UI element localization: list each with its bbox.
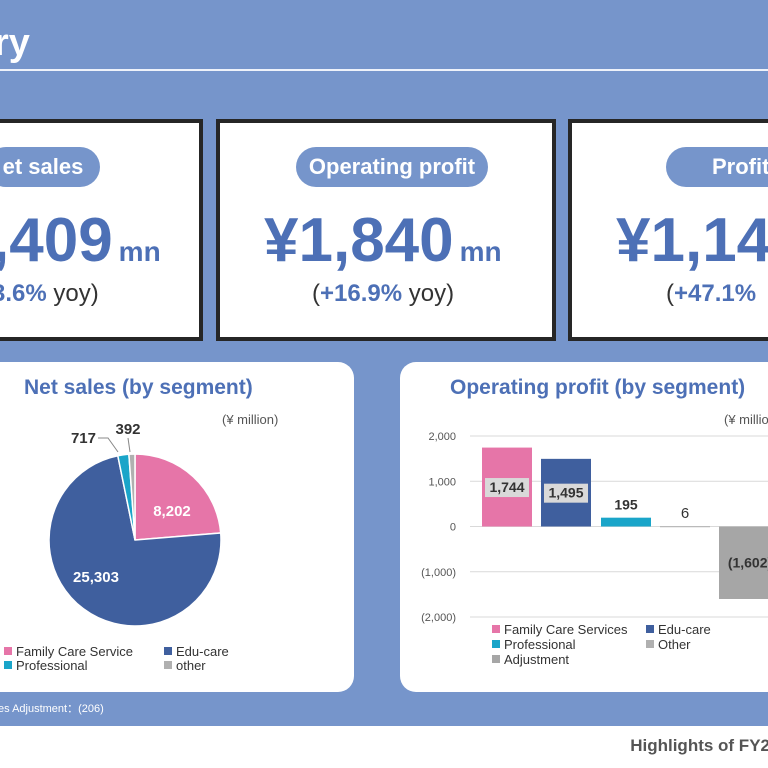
bar-label-bg [485, 478, 529, 498]
legend-swatch [492, 655, 500, 663]
kpi-value-net-sales: ,409 mn [0, 205, 161, 288]
kpi-value-number: ¥1,14 [616, 206, 768, 275]
pie-slice-edu-care [48, 454, 222, 627]
bar-label-family-care: 1,744 [489, 479, 524, 495]
net-sales-panel-title: Net sales (by segment) [24, 376, 253, 399]
pie-slice-other [128, 453, 136, 541]
kpi-value-profit: ¥1,14 [616, 205, 768, 277]
bar-label-other: 6 [681, 505, 689, 522]
legend-swatch [492, 625, 500, 633]
bar-label-bg [544, 483, 588, 503]
pie-legend-professional: Professional [4, 659, 88, 673]
bar-legend-edu-care: Edu-care [646, 623, 711, 637]
kpi-value-number: ,409 [0, 206, 113, 275]
kpi-yoy-percent: 3.6% [0, 280, 47, 307]
bar-other [660, 526, 710, 528]
bar-legend-family-care: Family Care Services [492, 623, 628, 637]
bar-professional [601, 517, 651, 527]
kpi-yoy-profit: (+47.1% [666, 280, 757, 307]
kpi-yoy-operating-profit: (+16.9% yoy) [312, 280, 455, 307]
legend-swatch [164, 647, 172, 655]
y-tick-label: 1,000 [428, 476, 456, 488]
operating-profit-panel-title: Operating profit (by segment) [450, 376, 746, 399]
kpi-value-unit: mn [118, 236, 161, 267]
pie-label-family-care: 8,202 [153, 503, 191, 520]
kpi-label-net-sales: et sales [0, 147, 100, 187]
net-sales-pie-chart: 8,202 25,303 717 392 [48, 421, 222, 627]
kpi-card-operating-profit: Operating profit ¥1,840 mn (+16.9% yoy) [216, 119, 556, 341]
bar-adjustment [719, 526, 768, 599]
operating-profit-panel: Operating profit (by segment) (¥ millio … [400, 362, 768, 692]
kpi-yoy-net-sales: 3.6% yoy) [0, 279, 99, 309]
bar-label-professional: 195 [614, 497, 638, 513]
y-tick-label: 0 [450, 522, 456, 534]
bar-label-adjustment: (1,602) [728, 555, 768, 571]
pie-label-edu-care: 25,303 [73, 569, 119, 586]
pie-legend-edu-care: Edu-care [164, 645, 229, 659]
kpi-yoy-percent: +16.9% [320, 280, 403, 307]
legend-swatch [4, 661, 12, 669]
legend-swatch [4, 647, 12, 655]
pie-label-professional: 717 [71, 430, 96, 447]
net-sales-panel: Net sales (by segment) (¥ million) 8,202… [0, 362, 354, 692]
title-divider [0, 69, 768, 71]
y-tick-label: (2,000) [421, 612, 456, 624]
operating-profit-bar-chart: 2,000 1,000 0 (1,000) (2,000) 1,744 1,495 195 6… [421, 431, 768, 624]
legend-swatch [646, 640, 654, 648]
net-sales-unit: (¥ million) [222, 412, 279, 427]
bar-legend-adjustment: Adjustment [492, 653, 569, 667]
legend-swatch [164, 661, 172, 669]
legend-swatch [646, 625, 654, 633]
kpi-card-profit: Profit ¥1,14 (+47.1% [568, 119, 768, 341]
highlights-label: Highlights of FY2 [630, 736, 768, 755]
y-tick-label: (1,000) [421, 567, 456, 579]
bar-legend-professional: Professional [492, 638, 576, 652]
pie-legend-family-care: Family Care Service [4, 645, 133, 659]
kpi-value-operating-profit: ¥1,840 mn [264, 205, 502, 288]
pie-leader-other [127, 437, 131, 453]
bottom-bar [0, 726, 768, 768]
kpi-value-unit: mn [459, 236, 502, 267]
legend-swatch [492, 640, 500, 648]
kpi-yoy-percent: +47.1% [674, 280, 757, 307]
kpi-label-profit: Profit [666, 147, 768, 187]
pie-slice-family-care [134, 453, 222, 541]
pie-legend-other: other [164, 659, 206, 673]
bar-legend-other: Other [646, 638, 691, 652]
page-title: ry [0, 22, 30, 64]
kpi-label-operating-profit: Operating profit [296, 147, 488, 187]
pie-leader-professional [98, 437, 119, 453]
y-tick-label: 2,000 [428, 431, 456, 443]
footnote: es Adjustment：(206) [0, 703, 104, 715]
kpi-value-number: ¥1,840 [264, 206, 454, 275]
operating-profit-unit: (¥ millio [724, 412, 768, 427]
pie-label-other: 392 [115, 421, 140, 438]
bar-label-edu-care: 1,495 [548, 485, 583, 501]
